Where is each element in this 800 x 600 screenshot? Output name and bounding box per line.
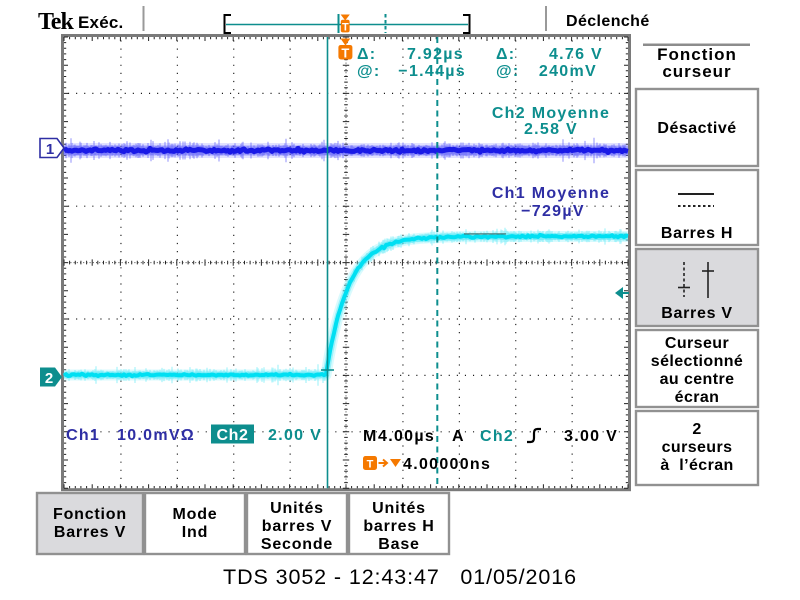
svg-text:4.76 V: 4.76 V [549, 46, 603, 63]
svg-text:à l’écran: à l’écran [660, 457, 733, 474]
svg-text:M: M [363, 428, 378, 445]
svg-text:Curseur: Curseur [665, 335, 729, 352]
svg-text:@:: @: [357, 63, 381, 80]
svg-text:Tek: Tek [38, 9, 74, 35]
svg-text:sélectionné: sélectionné [651, 353, 743, 370]
svg-text:Unités: Unités [270, 500, 324, 517]
svg-text:T: T [341, 46, 349, 61]
svg-text:Base: Base [378, 536, 419, 553]
svg-text:1: 1 [46, 141, 54, 158]
svg-text:Ch2: Ch2 [480, 428, 514, 445]
svg-text:Δ:: Δ: [357, 46, 376, 63]
svg-text:2.00 V: 2.00 V [268, 427, 322, 444]
svg-text:Barres H: Barres H [661, 225, 733, 242]
svg-text:barres V: barres V [262, 518, 332, 535]
svg-text:Fonction: Fonction [53, 506, 127, 523]
svg-text:−729µV: −729µV [521, 203, 585, 220]
svg-text:4.00000ns: 4.00000ns [403, 456, 491, 473]
svg-text:−1.44µs: −1.44µs [398, 63, 466, 80]
svg-text:2.58 V: 2.58 V [524, 121, 578, 138]
svg-text:Ind: Ind [182, 524, 208, 541]
svg-text:@:: @: [496, 63, 520, 80]
svg-text:Déclenché: Déclenché [566, 13, 650, 30]
svg-text:curseurs: curseurs [662, 439, 733, 456]
svg-text:curseur: curseur [662, 62, 731, 81]
svg-text:TDS 3052 - 12:43:47 01/05/20: TDS 3052 - 12:43:47 01/05/2016 [223, 565, 577, 589]
svg-text:10.0mVΩ: 10.0mVΩ [117, 427, 195, 444]
svg-text:Exéc.: Exéc. [78, 13, 123, 32]
svg-text:Barres V: Barres V [661, 305, 732, 322]
svg-text:Ch2: Ch2 [216, 427, 248, 444]
svg-text:Unités: Unités [372, 500, 426, 517]
svg-text:Seconde: Seconde [261, 536, 333, 553]
svg-text:barres H: barres H [363, 518, 434, 535]
svg-text:Ch2 Moyenne: Ch2 Moyenne [492, 105, 610, 122]
svg-text:T: T [367, 459, 374, 471]
svg-text:2: 2 [692, 421, 701, 438]
svg-text:Ch1 Moyenne: Ch1 Moyenne [492, 185, 610, 202]
svg-text:4.00µs: 4.00µs [378, 428, 435, 445]
svg-text:7.92µs: 7.92µs [407, 46, 464, 63]
svg-text:2: 2 [45, 370, 53, 387]
svg-text:Mode: Mode [173, 506, 218, 523]
svg-text:au centre: au centre [660, 371, 735, 388]
svg-text:T: T [342, 21, 349, 33]
svg-text:240mV: 240mV [539, 63, 597, 80]
svg-text:Δ:: Δ: [496, 46, 515, 63]
svg-text:Barres V: Barres V [54, 524, 126, 541]
svg-text:Désactivé: Désactivé [657, 120, 736, 137]
svg-text:écran: écran [675, 389, 720, 406]
svg-text:Fonction: Fonction [657, 45, 737, 64]
svg-text:Ch1: Ch1 [66, 427, 100, 444]
svg-text:A: A [452, 428, 465, 445]
svg-text:3.00 V: 3.00 V [564, 428, 618, 445]
